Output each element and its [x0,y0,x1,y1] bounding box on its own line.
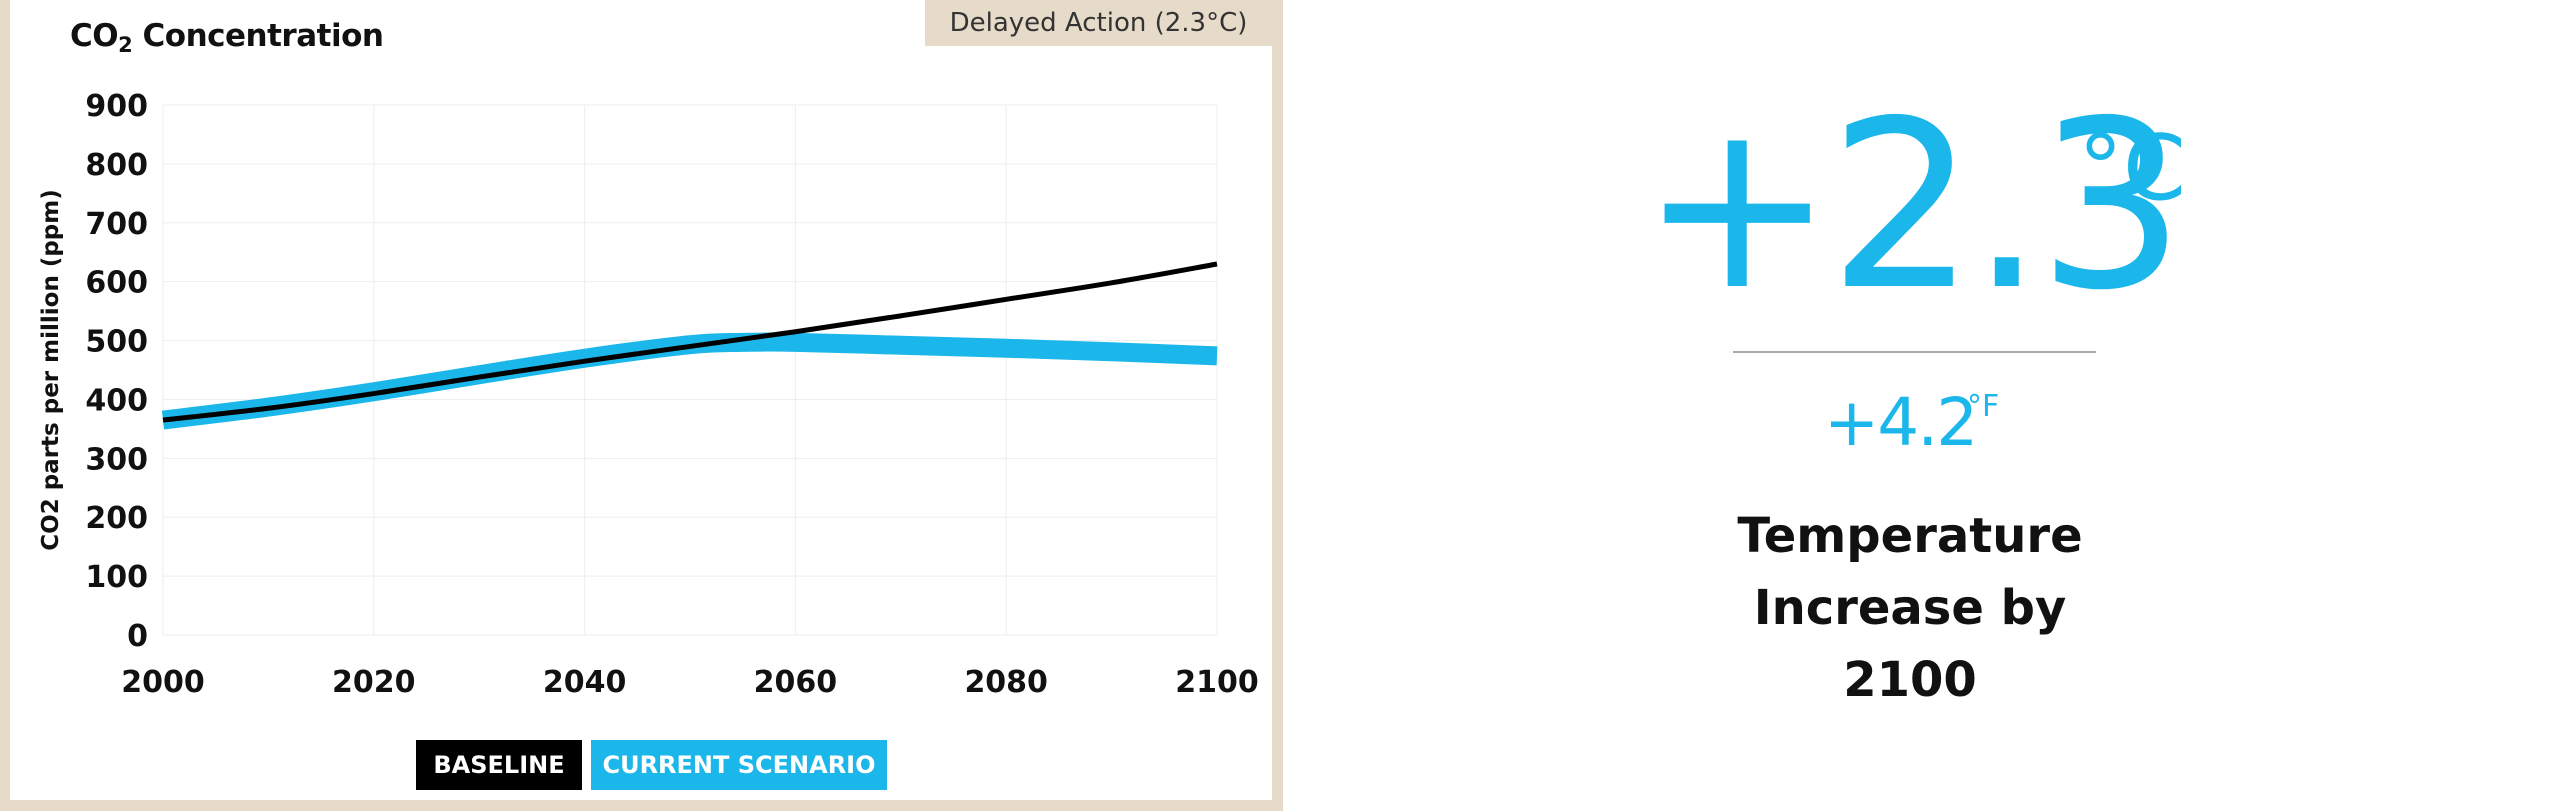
y-tick-label: 100 [85,560,148,595]
baseline-series-line [162,261,1218,423]
y-tick-label: 600 [85,266,148,301]
legend-baseline-button[interactable]: BASELINE [416,740,582,790]
temperature-divider [1733,351,2096,353]
temperature-caption-line-3: 2100 [1843,652,1977,708]
current-scenario-series-line [161,332,1218,430]
temperature-caption-line-1: Temperature [1737,508,2083,564]
temperature-fahrenheit-value: +4.2 [1824,384,1978,461]
y-axis-label: CO2 parts per million (ppm) [38,189,64,550]
x-tick-label: 2040 [543,665,627,700]
temperature-caption: Temperature Increase by 2100 [1680,500,2140,716]
y-tick-label: 200 [85,501,148,536]
x-tick-label: 2000 [121,665,205,700]
legend-current-scenario-button[interactable]: CURRENT SCENARIO [591,740,887,790]
chart-area: 0 100 200 300 400 500 600 700 800 900 2000 2020 2040… [10,0,1272,800]
temperature-caption-line-2: Increase by [1753,580,2067,636]
temperature-celsius-unit: °C [2078,116,2186,221]
y-tick-label: 800 [85,148,148,183]
x-tick-label: 2020 [332,665,416,700]
y-tick-label: 500 [85,325,148,360]
temperature-celsius-value: +2.3 [1640,71,2185,341]
y-tick-label: 300 [85,442,148,477]
scenario-badge: Delayed Action (2.3°C) [925,0,1272,46]
x-tick-label: 2080 [964,665,1048,700]
x-tick-label: 2100 [1175,665,1259,700]
y-tick-label: 700 [85,207,148,242]
temperature-fahrenheit-unit: °F [1967,389,2000,424]
x-tick-label: 2060 [754,665,838,700]
co2-line-chart: 0 100 200 300 400 500 600 700 800 900 2000 2020 2040… [38,89,1259,700]
chart-title: CO2 Concentration [70,18,384,57]
chart-panel: 0 100 200 300 400 500 600 700 800 900 2000 2020 2040… [0,0,1283,811]
chart-title-co: CO [70,18,119,54]
y-tick-label: 400 [85,383,148,418]
y-tick-label: 0 [127,619,148,654]
chart-title-rest: Concentration [132,18,384,54]
chart-title-subscript: 2 [118,33,133,57]
y-tick-label: 900 [85,89,148,124]
